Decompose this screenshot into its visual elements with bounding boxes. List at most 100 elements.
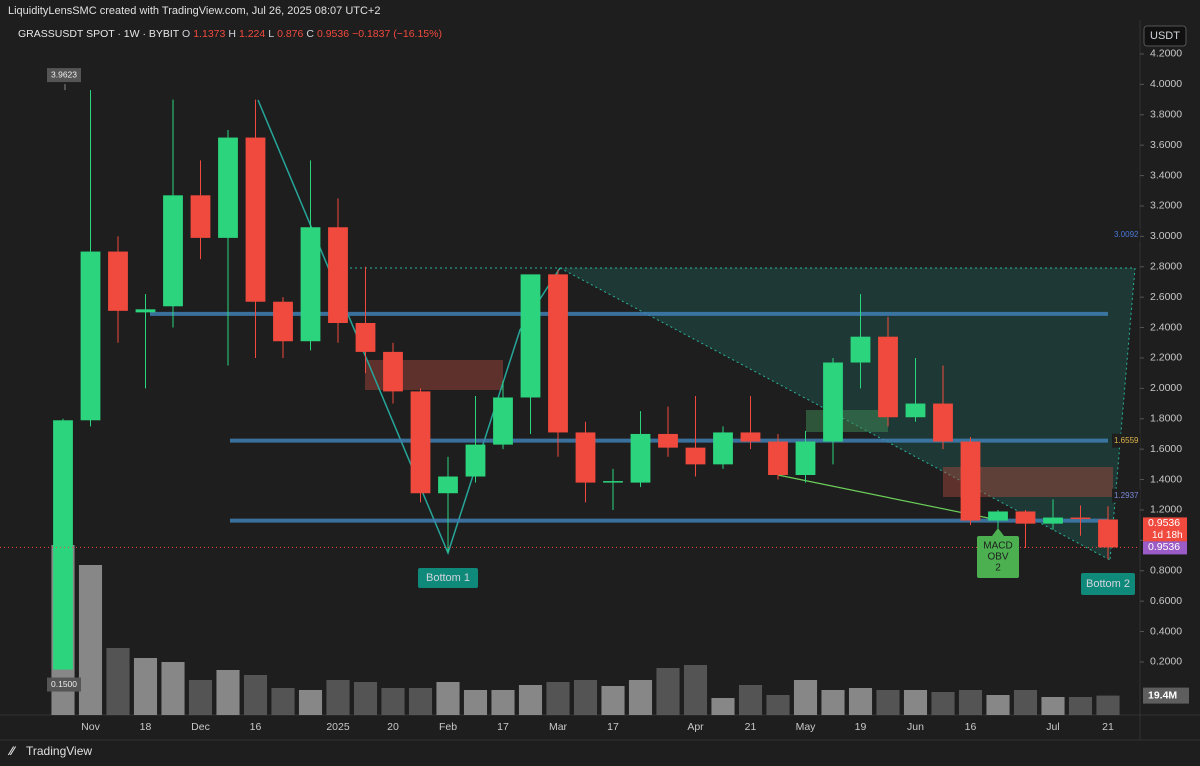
volume-bar: [628, 680, 653, 715]
volume-label-box: [1143, 687, 1189, 704]
header-part: 0.9536: [317, 28, 349, 40]
x-tick-label: 17: [497, 721, 509, 733]
candle-body: [1043, 517, 1063, 524]
candle-body: [493, 397, 513, 445]
header-part: H: [228, 28, 236, 40]
y-tick-label: 0.6000: [1150, 595, 1182, 607]
x-tick-label: Jul: [1046, 721, 1059, 733]
volume-bar: [381, 688, 405, 715]
header-part: 0.876: [277, 28, 303, 40]
volume-bar: [271, 688, 295, 715]
currency-button[interactable]: [1143, 25, 1187, 47]
candle-body: [1070, 517, 1091, 520]
price-marker-box: [1112, 488, 1140, 503]
candle-body: [548, 274, 568, 433]
x-tick-label: Feb: [439, 721, 457, 733]
y-tick-label: 4.2000: [1150, 48, 1182, 60]
price-marker-box: [1112, 227, 1140, 242]
volume-bar: [821, 690, 845, 715]
volume-bar: [601, 686, 625, 715]
volume-bar: [216, 670, 240, 715]
demand-zone: [806, 410, 888, 432]
header-part: 1.1373: [193, 28, 225, 40]
candle-body: [850, 336, 871, 363]
candle-body: [190, 195, 211, 238]
volume-bar: [1041, 697, 1065, 715]
price-marker: 1.6559: [1114, 436, 1139, 445]
x-tick-label: 18: [140, 721, 152, 733]
candle-body: [218, 137, 238, 238]
volume-bar: [518, 685, 543, 715]
header-part: L: [268, 28, 274, 40]
candle-body: [603, 481, 623, 483]
x-tick-label: 16: [965, 721, 977, 733]
volume-bar: [546, 682, 570, 715]
candle-body: [988, 511, 1008, 521]
x-tick-label: 20: [387, 721, 399, 733]
candle-body: [1098, 519, 1118, 548]
volume-bar: [408, 688, 433, 715]
candle-body: [933, 403, 953, 442]
volume-bar: [656, 668, 680, 715]
y-tick-label: 3.8000: [1150, 109, 1182, 121]
x-tick-label: 21: [745, 721, 757, 733]
x-tick-label: Mar: [549, 721, 568, 733]
x-tick-label: May: [796, 721, 817, 733]
price-marker: 1.2937: [1114, 491, 1139, 500]
y-tick-label: 0.4000: [1150, 625, 1182, 637]
last-price: 0.9536: [1148, 517, 1180, 529]
volume-bar: [766, 695, 790, 715]
annotation: 2: [995, 563, 1001, 574]
y-tick-label: 0.8000: [1150, 565, 1182, 577]
annotation-box: [418, 568, 478, 588]
candle-body: [300, 227, 321, 342]
header-part: 1.224: [239, 28, 265, 40]
candle-body: [163, 195, 183, 307]
volume-bar: [353, 682, 378, 715]
plot: 0.20000.40000.60000.80001.00001.20001.40…: [0, 20, 1200, 740]
extreme-box: [47, 68, 81, 83]
candle-body: [245, 137, 266, 302]
footer-brand: TradingView: [26, 744, 92, 758]
volume-bar: [876, 690, 900, 715]
candle-body: [438, 476, 458, 494]
volume-bar: [243, 675, 268, 715]
price-box: [1143, 541, 1187, 555]
y-tick-label: 3.4000: [1150, 169, 1182, 181]
candle-body: [960, 441, 981, 521]
annotation: OBV: [987, 552, 1008, 563]
y-tick-label: 2.8000: [1150, 261, 1182, 273]
volume-bar: [436, 682, 460, 715]
volume-bar: [848, 688, 873, 715]
y-tick-label: 1.6000: [1150, 443, 1182, 455]
volume-bar: [683, 665, 708, 715]
x-tick-label: 16: [250, 721, 262, 733]
candle-body: [740, 432, 761, 442]
annotation: Bottom 2: [1086, 578, 1130, 590]
currency-label[interactable]: USDT: [1150, 30, 1180, 42]
x-tick-label: 17: [607, 721, 619, 733]
last-price-alt: 0.9536: [1148, 541, 1180, 553]
candle-body: [135, 309, 156, 313]
extreme-box: [47, 677, 81, 692]
x-tick-label: Nov: [81, 721, 100, 733]
volume-bar: [491, 690, 515, 715]
y-tick-label: 3.2000: [1150, 200, 1182, 212]
candle-body: [795, 441, 816, 475]
volume-bar: [738, 685, 763, 715]
volume-bar: [133, 658, 158, 715]
candle-body: [465, 444, 486, 477]
x-tick-label: Apr: [687, 721, 704, 733]
y-tick-label: 1.8000: [1150, 413, 1182, 425]
annotation-box: [1081, 573, 1135, 595]
x-tick-label: 21: [1102, 721, 1114, 733]
candle-body: [575, 432, 596, 483]
countdown: 1d 18h: [1152, 530, 1183, 541]
volume-bar: [573, 680, 598, 715]
header-part: C: [306, 28, 314, 40]
volume-bar: [793, 680, 818, 715]
volume-label: 19.4M: [1148, 689, 1177, 701]
volume-bar: [986, 695, 1010, 715]
